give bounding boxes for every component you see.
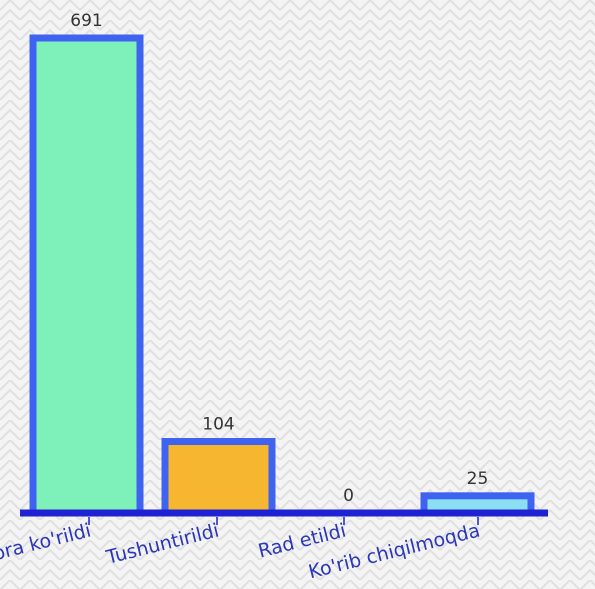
value-label-chora-ko-rildi: 691 [70, 11, 102, 31]
bar-chora-ko-rildi [29, 34, 144, 517]
ticks-layer [88, 517, 479, 525]
bar-tushuntirildi [161, 438, 276, 517]
value-label-tushuntirildi: 104 [202, 415, 234, 435]
value-label-ko-rib-chiqilmoqda: 25 [467, 469, 489, 489]
value-label-rad-etildi: 0 [343, 486, 354, 506]
